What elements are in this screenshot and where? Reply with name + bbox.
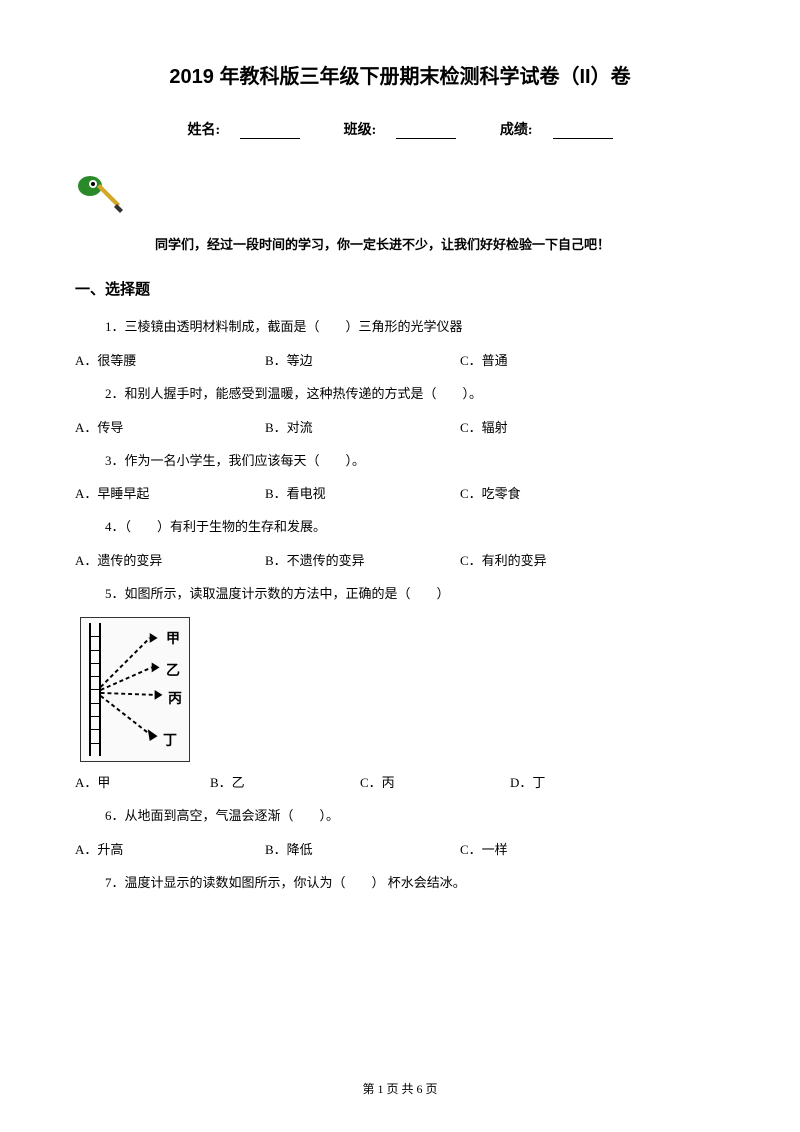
page-title: 2019 年教科版三年级下册期末检测科学试卷（II）卷 <box>75 60 725 89</box>
figure-label-bing: 丙 <box>168 688 182 708</box>
figure-label-ding: 丁 <box>163 730 177 750</box>
question-text: 5．如图所示，读取温度计示数的方法中，正确的是（ ） <box>75 584 725 605</box>
option-c: C．丙 <box>360 772 510 791</box>
option-b: B．对流 <box>265 417 460 436</box>
options-row: A．遗传的变异 B．不遗传的变异 C．有利的变异 <box>75 550 725 569</box>
option-c: C．有利的变异 <box>460 550 615 569</box>
option-a: A．甲 <box>75 772 210 791</box>
question-text: 2．和别人握手时，能感受到温暖，这种热传递的方式是（ ）。 <box>75 384 725 405</box>
question-7: 7．温度计显示的读数如图所示，你认为（ ） 杯水会结冰。 <box>75 873 725 894</box>
class-label: 班级: <box>344 123 377 138</box>
question-2: 2．和别人握手时，能感受到温暖，这种热传递的方式是（ ）。 A．传导 B．对流 … <box>75 384 725 436</box>
pencil-icon <box>75 164 725 234</box>
option-a: A．传导 <box>75 417 265 436</box>
figure-label-yi: 乙 <box>166 660 180 680</box>
intro-text: 同学们，经过一段时间的学习，你一定长进不少，让我们好好检验一下自己吧！ <box>75 234 725 253</box>
option-b: B．等边 <box>265 350 460 369</box>
option-b: B．不遗传的变异 <box>265 550 460 569</box>
question-text: 1．三棱镜由透明材料制成，截面是（ ）三角形的光学仪器 <box>75 317 725 338</box>
question-text: 4．（ ）有利于生物的生存和发展。 <box>75 517 725 538</box>
student-info-line: 姓名: 班级: 成绩: <box>75 119 725 139</box>
option-c: C．一样 <box>460 839 615 858</box>
name-blank <box>240 125 300 139</box>
option-a: A．早睡早起 <box>75 483 265 502</box>
thermometer-figure: 甲 乙 丙 丁 <box>80 617 190 762</box>
option-b: B．看电视 <box>265 483 460 502</box>
option-c: C．辐射 <box>460 417 615 436</box>
question-5: 5．如图所示，读取温度计示数的方法中，正确的是（ ） 甲 乙 丙 丁 <box>75 584 725 791</box>
question-6: 6．从地面到高空，气温会逐渐（ ）。 A．升高 B．降低 C．一样 <box>75 806 725 858</box>
question-4: 4．（ ）有利于生物的生存和发展。 A．遗传的变异 B．不遗传的变异 C．有利的… <box>75 517 725 569</box>
options-row: A．很等腰 B．等边 C．普通 <box>75 350 725 369</box>
options-row: A．升高 B．降低 C．一样 <box>75 839 725 858</box>
option-d: D．丁 <box>510 772 630 791</box>
option-b: B．降低 <box>265 839 460 858</box>
options-row: A．甲 B．乙 C．丙 D．丁 <box>75 772 725 791</box>
score-label: 成绩: <box>500 123 533 138</box>
option-a: A．很等腰 <box>75 350 265 369</box>
options-row: A．传导 B．对流 C．辐射 <box>75 417 725 436</box>
class-blank <box>396 125 456 139</box>
options-row: A．早睡早起 B．看电视 C．吃零食 <box>75 483 725 502</box>
question-text: 7．温度计显示的读数如图所示，你认为（ ） 杯水会结冰。 <box>75 873 725 894</box>
question-text: 6．从地面到高空，气温会逐渐（ ）。 <box>75 806 725 827</box>
option-a: A．升高 <box>75 839 265 858</box>
figure-label-jia: 甲 <box>166 628 180 648</box>
question-1: 1．三棱镜由透明材料制成，截面是（ ）三角形的光学仪器 A．很等腰 B．等边 C… <box>75 317 725 369</box>
section-heading-choice: 一、选择题 <box>75 278 725 299</box>
page-footer: 第 1 页 共 6 页 <box>0 1080 800 1097</box>
option-b: B．乙 <box>210 772 360 791</box>
option-c: C．吃零食 <box>460 483 615 502</box>
question-3: 3．作为一名小学生，我们应该每天（ ）。 A．早睡早起 B．看电视 C．吃零食 <box>75 451 725 503</box>
option-a: A．遗传的变异 <box>75 550 265 569</box>
score-blank <box>553 125 613 139</box>
name-label: 姓名: <box>187 123 220 138</box>
option-c: C．普通 <box>460 350 615 369</box>
question-text: 3．作为一名小学生，我们应该每天（ ）。 <box>75 451 725 472</box>
